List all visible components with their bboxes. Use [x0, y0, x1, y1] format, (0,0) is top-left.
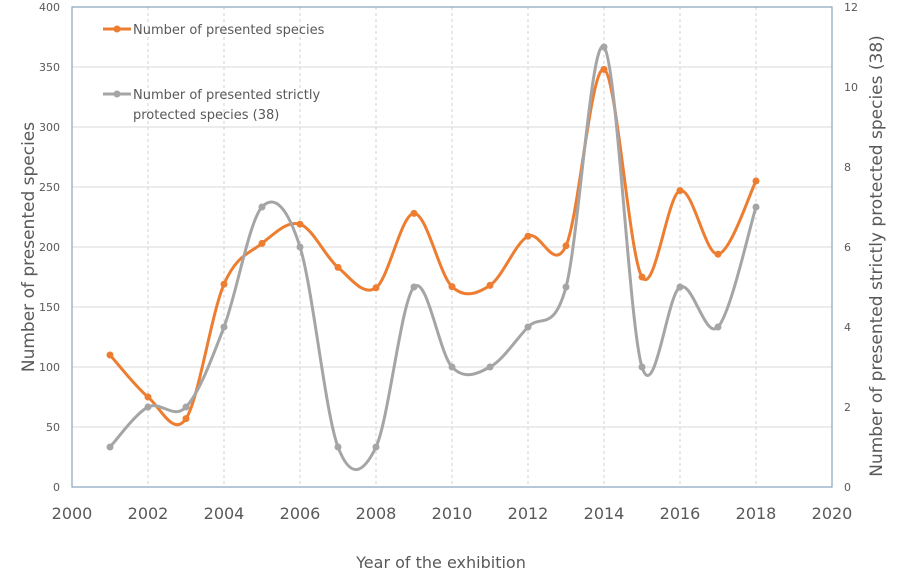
data-point: [410, 283, 418, 291]
data-point: [334, 263, 342, 271]
legend-point-marker: [113, 90, 121, 98]
data-point: [182, 415, 190, 423]
x-tick-label: 2016: [660, 504, 701, 523]
data-point: [486, 363, 494, 371]
x-tick-label: 2012: [508, 504, 549, 523]
data-point: [220, 280, 228, 288]
data-point: [524, 232, 532, 240]
data-point: [410, 209, 418, 217]
data-point: [714, 250, 722, 258]
data-point: [144, 393, 152, 401]
legend-entry: Number of presented strictly protected sp…: [103, 88, 320, 123]
legend-label: protected species (38): [133, 108, 279, 123]
x-tick-label: 2000: [52, 504, 93, 523]
data-point: [182, 403, 190, 411]
y-tick-label: 350: [39, 61, 60, 74]
x-tick-label: 2018: [736, 504, 777, 523]
data-point: [752, 177, 760, 185]
x-tick-label: 2008: [356, 504, 397, 523]
y-tick-label: 0: [53, 481, 60, 494]
data-point: [638, 363, 646, 371]
x-axis-title: Year of the exhibition: [355, 553, 526, 572]
legend-point-marker: [113, 25, 121, 33]
y-axis-title: Number of presented species: [19, 122, 39, 372]
legend-label: Number of presented species: [133, 23, 325, 38]
legend-entry: Number of presented species: [103, 23, 325, 38]
data-point: [448, 363, 456, 371]
y-tick-label: 300: [39, 121, 60, 134]
y-tick-label: 250: [39, 181, 60, 194]
data-point: [562, 242, 570, 250]
x-tick-label: 2020: [812, 504, 853, 523]
data-point: [258, 203, 266, 211]
data-point: [372, 443, 380, 451]
data-point: [296, 243, 304, 251]
data-point: [752, 203, 760, 211]
y-tick-label: 200: [39, 241, 60, 254]
x-tick-label: 2006: [280, 504, 321, 523]
y-tick-label: 400: [39, 1, 60, 14]
legend: Number of presented species Number of pre…: [103, 23, 325, 123]
y2-tick-label: 0: [844, 481, 851, 494]
data-point: [220, 323, 228, 331]
y2-tick-label: 12: [844, 1, 858, 14]
series-presented-species: [106, 65, 760, 427]
data-point: [676, 283, 684, 291]
data-point: [524, 323, 532, 331]
data-point: [600, 65, 608, 73]
data-point: [448, 283, 456, 291]
data-point: [372, 284, 380, 292]
y2-tick-label: 8: [844, 161, 851, 174]
data-point: [106, 443, 114, 451]
x-tick-label: 2010: [432, 504, 473, 523]
x-axis-tick-labels: 2000 2002 2004 2006 2008 2010 2012 2014 2016 2018…: [52, 504, 853, 523]
data-point: [296, 220, 304, 228]
series-strictly-protected-species: [106, 43, 760, 471]
legend-label: Number of presented strictly: [133, 88, 320, 103]
y2-axis-title: Number of presented strictly protected s…: [867, 35, 887, 477]
y-tick-label: 50: [46, 421, 60, 434]
x-tick-label: 2004: [204, 504, 245, 523]
data-point: [562, 283, 570, 291]
data-point: [486, 281, 494, 289]
x-tick-label: 2014: [584, 504, 625, 523]
data-point: [676, 187, 684, 195]
y-tick-label: 100: [39, 361, 60, 374]
y-tick-label: 150: [39, 301, 60, 314]
y2-tick-label: 2: [844, 401, 851, 414]
data-point: [714, 323, 722, 331]
series-layer: [106, 43, 760, 471]
data-point: [334, 443, 342, 451]
y2-tick-label: 6: [844, 241, 851, 254]
data-point: [106, 351, 114, 359]
plot-area-frame: [71, 6, 833, 488]
data-point: [144, 403, 152, 411]
data-point: [600, 43, 608, 51]
data-point: [258, 239, 266, 247]
y2-tick-label: 4: [844, 321, 851, 334]
right-axis-tick-labels: 0 2 4 6 8 10 12: [844, 1, 858, 494]
y2-tick-label: 10: [844, 81, 858, 94]
x-tick-label: 2002: [128, 504, 169, 523]
left-axis-tick-labels: 0 50 100 150 200 250 300 350 400: [39, 1, 60, 494]
data-point: [638, 273, 646, 281]
